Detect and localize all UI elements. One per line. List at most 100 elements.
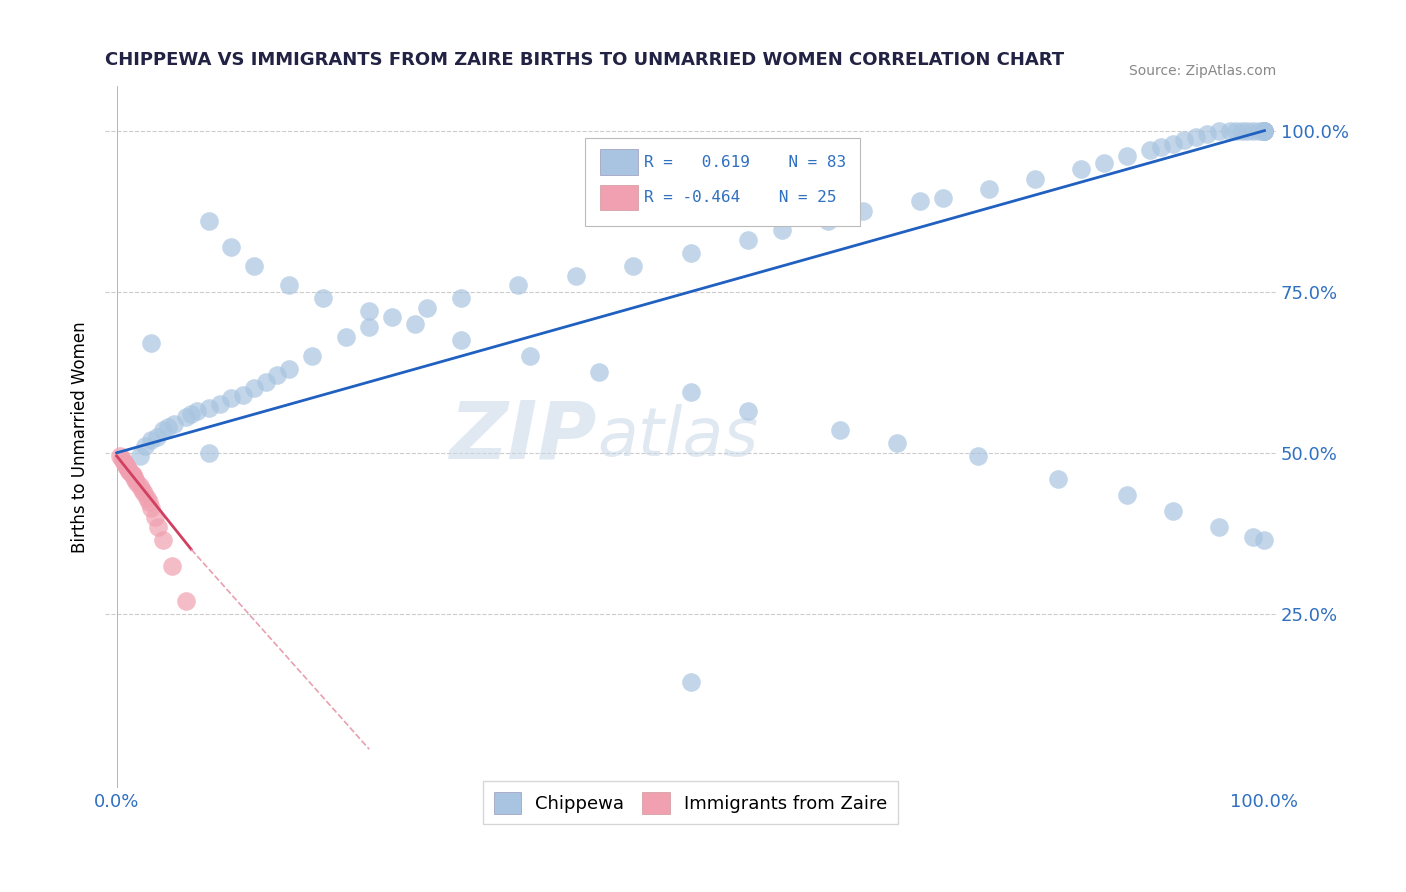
Point: [232, 388, 254, 402]
Point: [737, 233, 759, 247]
Point: [254, 375, 277, 389]
Point: [277, 278, 299, 293]
Point: [450, 291, 472, 305]
Point: [817, 214, 839, 228]
Point: [1253, 123, 1275, 137]
Point: [221, 239, 243, 253]
Point: [679, 384, 702, 399]
Point: [1115, 149, 1137, 163]
Point: [163, 417, 186, 431]
Point: [1219, 123, 1241, 137]
Point: [588, 365, 610, 379]
Point: [143, 510, 166, 524]
Point: [122, 470, 145, 484]
Point: [146, 430, 169, 444]
Point: [277, 362, 299, 376]
Point: [120, 465, 142, 479]
Point: [908, 194, 931, 209]
Text: CHIPPEWA VS IMMIGRANTS FROM ZAIRE BIRTHS TO UNMARRIED WOMEN CORRELATION CHART: CHIPPEWA VS IMMIGRANTS FROM ZAIRE BIRTHS…: [105, 51, 1064, 69]
Point: [138, 495, 160, 509]
Point: [186, 404, 208, 418]
Point: [160, 558, 183, 573]
Point: [1161, 504, 1184, 518]
Point: [828, 423, 851, 437]
Point: [301, 349, 323, 363]
Point: [121, 467, 143, 481]
Point: [1253, 533, 1275, 547]
Point: [519, 349, 541, 363]
Point: [146, 520, 169, 534]
Point: [152, 533, 174, 547]
Point: [128, 449, 150, 463]
Point: [1253, 123, 1275, 137]
Point: [1253, 123, 1275, 137]
Point: [135, 491, 157, 505]
Point: [1092, 156, 1115, 170]
Point: [1139, 143, 1161, 157]
Point: [152, 423, 174, 437]
Point: [415, 301, 437, 315]
Text: ZIP: ZIP: [450, 398, 598, 475]
Text: atlas: atlas: [598, 404, 758, 470]
Point: [404, 317, 426, 331]
Point: [1197, 127, 1219, 141]
Point: [139, 336, 162, 351]
Point: [121, 468, 143, 483]
Point: [1150, 139, 1173, 153]
Point: [174, 410, 197, 425]
Text: R = -0.464    N = 25: R = -0.464 N = 25: [644, 190, 837, 204]
Point: [852, 204, 875, 219]
Text: R =   0.619    N = 83: R = 0.619 N = 83: [644, 154, 846, 169]
Point: [621, 259, 644, 273]
Legend: Chippewa, Immigrants from Zaire: Chippewa, Immigrants from Zaire: [484, 780, 898, 824]
Point: [1046, 472, 1069, 486]
Point: [1236, 123, 1258, 137]
Point: [359, 304, 381, 318]
Point: [312, 291, 335, 305]
Point: [112, 455, 135, 469]
Point: [139, 433, 162, 447]
Point: [679, 246, 702, 260]
Point: [1070, 162, 1092, 177]
Point: [335, 330, 357, 344]
Point: [1241, 530, 1264, 544]
Point: [1161, 136, 1184, 151]
Point: [381, 310, 404, 325]
Point: [886, 436, 908, 450]
Point: [966, 449, 988, 463]
Point: [118, 464, 141, 478]
Point: [157, 420, 180, 434]
Point: [1184, 130, 1206, 145]
FancyBboxPatch shape: [600, 150, 638, 175]
Point: [359, 320, 381, 334]
Point: [1253, 123, 1275, 137]
Point: [127, 476, 149, 491]
Point: [243, 381, 266, 395]
Point: [221, 391, 243, 405]
Point: [565, 268, 588, 283]
Point: [977, 181, 1000, 195]
Point: [128, 479, 150, 493]
Point: [1208, 123, 1230, 137]
Point: [114, 458, 136, 472]
Point: [1173, 133, 1195, 147]
Point: [508, 278, 530, 293]
Point: [124, 473, 146, 487]
Point: [1225, 123, 1247, 137]
Point: [115, 458, 138, 473]
Point: [134, 439, 156, 453]
Point: [139, 500, 162, 515]
Point: [134, 486, 156, 500]
Point: [1247, 123, 1270, 137]
Point: [1253, 123, 1275, 137]
Point: [1208, 520, 1230, 534]
Point: [770, 223, 793, 237]
Point: [197, 214, 219, 228]
Point: [1115, 488, 1137, 502]
Point: [180, 407, 202, 421]
Point: [679, 674, 702, 689]
FancyBboxPatch shape: [585, 138, 860, 226]
Point: [197, 401, 219, 415]
Point: [115, 460, 138, 475]
FancyBboxPatch shape: [600, 185, 638, 210]
